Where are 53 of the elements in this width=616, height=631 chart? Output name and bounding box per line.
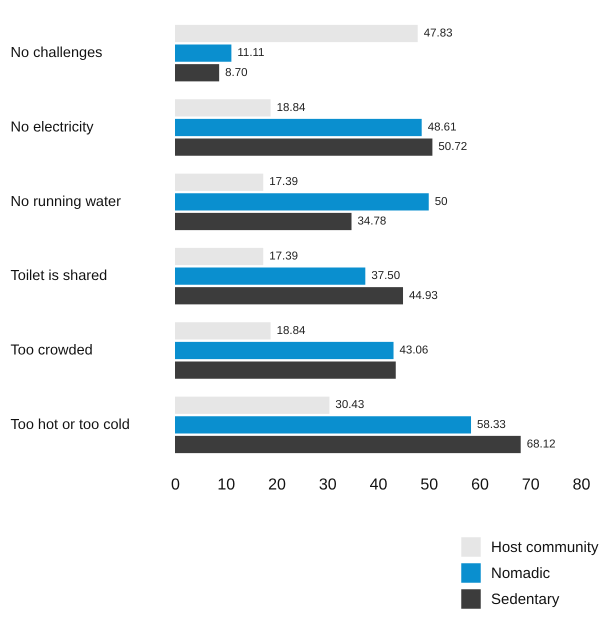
bar xyxy=(175,138,432,156)
data-label: 58.33 xyxy=(477,418,506,431)
bar xyxy=(175,342,394,360)
bar xyxy=(175,118,422,136)
bar xyxy=(175,416,472,434)
x-tick-label: 70 xyxy=(522,476,540,494)
x-tick-label: 60 xyxy=(471,476,489,494)
data-label: 11.11 xyxy=(237,47,264,60)
x-tick-label: 80 xyxy=(572,476,590,494)
bar xyxy=(175,396,330,414)
y-tick-label: No challenges xyxy=(10,45,102,62)
bar xyxy=(175,174,264,191)
x-tick-label: 30 xyxy=(318,476,337,494)
data-label: 43.06 xyxy=(400,344,428,356)
bar xyxy=(175,212,352,230)
legend-label: Sedentary xyxy=(491,591,560,608)
bar xyxy=(175,268,366,285)
bar xyxy=(175,193,429,210)
y-tick-label: No running water xyxy=(10,194,122,210)
bar xyxy=(175,248,264,266)
x-tick-label: 20 xyxy=(268,476,286,494)
y-tick-label: Too crowded xyxy=(10,342,93,358)
data-label: 18.84 xyxy=(276,102,306,114)
data-label: 34.78 xyxy=(358,215,386,228)
data-label: 47.83 xyxy=(424,28,453,40)
y-tick-label: Too hot or too cold xyxy=(10,416,130,433)
legend-label: Nomadic xyxy=(491,565,551,582)
legend-label: Host community xyxy=(491,539,600,556)
data-label: 18.84 xyxy=(276,324,306,337)
x-tick-label: 40 xyxy=(370,476,388,494)
x-tick-label: 10 xyxy=(217,476,236,494)
bar xyxy=(175,287,404,304)
data-label: 50.72 xyxy=(438,141,468,154)
data-label: 50 xyxy=(434,196,448,208)
y-tick-label: No electricity xyxy=(10,120,94,136)
data-label: 37.50 xyxy=(371,270,400,282)
data-label: 44.93 xyxy=(409,290,438,302)
x-tick-label: 0 xyxy=(171,476,180,494)
data-label: 30.43 xyxy=(335,399,364,412)
data-label: 68.12 xyxy=(526,438,556,450)
data-label: 48.61 xyxy=(428,122,456,134)
bar xyxy=(175,361,396,379)
data-label: 17.39 xyxy=(269,250,298,263)
bar xyxy=(175,44,232,62)
bar xyxy=(175,99,271,117)
bar xyxy=(175,24,418,42)
data-label: 8.70 xyxy=(225,66,248,79)
bar xyxy=(175,436,521,454)
y-tick-label: Toilet is shared xyxy=(10,268,108,284)
bar xyxy=(175,64,220,82)
data-label: 17.39 xyxy=(269,176,298,188)
x-tick-label: 50 xyxy=(420,476,438,494)
bar xyxy=(175,322,271,340)
